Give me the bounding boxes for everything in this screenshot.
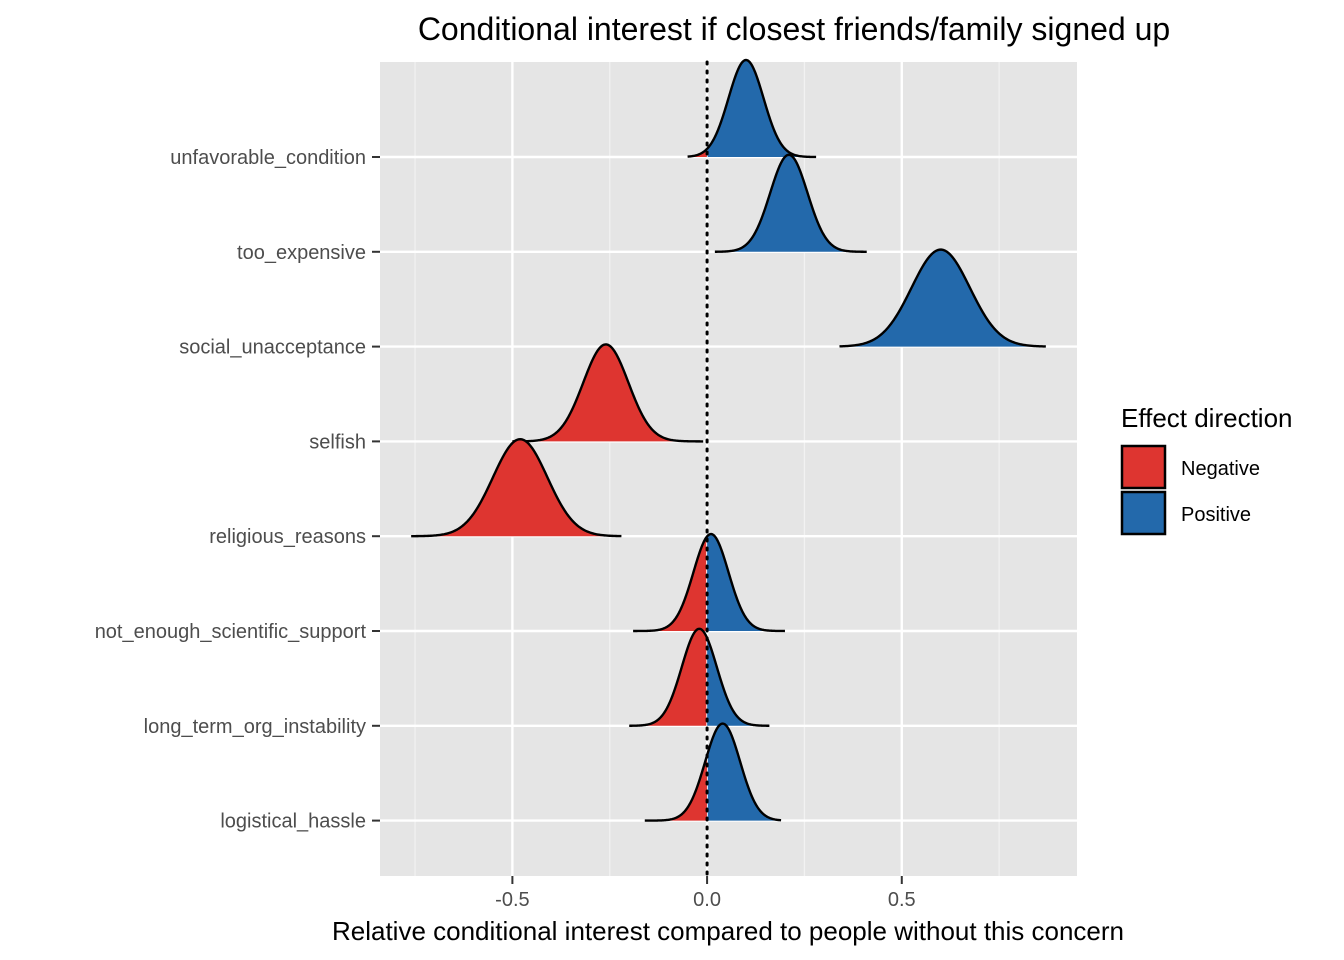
legend-label-positive: Positive [1181, 504, 1251, 526]
ridge-fill-positive-social_unacceptance [839, 249, 1045, 347]
y-tick-label: long_term_org_instability [144, 716, 366, 738]
chart-title: Conditional interest if closest friends/… [418, 11, 1170, 47]
ridge-outline-not_enough_scientific_support [632, 532, 786, 633]
ridge-outline-logistical_hassle [644, 722, 782, 822]
legend: Effect direction Negative Positive [1120, 403, 1293, 536]
ridge-outline-religious_reasons [411, 438, 622, 538]
ridge-outline-social_unacceptance [839, 248, 1046, 348]
y-tick-label: social_unacceptance [179, 337, 366, 359]
ridge-fill-positive-long_term_org_instability [707, 638, 770, 726]
x-tick-label: -0.5 [495, 889, 529, 911]
ridge-fill-negative-selfish [512, 344, 702, 442]
ridge-outline-too_expensive [714, 153, 867, 253]
y-tick-label: not_enough_scientific_support [95, 621, 367, 643]
x-tick-label: 0.5 [888, 889, 916, 911]
legend-swatch-positive [1120, 490, 1167, 536]
y-tick-label: unfavorable_condition [170, 147, 366, 169]
y-tick-label: selfish [309, 431, 366, 453]
ridge-fill-positive-too_expensive [714, 154, 867, 252]
ridge-fill-negative-unfavorable_condition [687, 148, 707, 157]
ridge-fill-positive-logistical_hassle [707, 723, 782, 821]
ridge-outline-unfavorable_condition [687, 58, 817, 159]
legend-title: Effect direction [1121, 403, 1293, 433]
x-tick-label: 0.0 [693, 889, 721, 911]
x-axis-title: Relative conditional interest compared t… [332, 916, 1124, 946]
ridge-fill-negative-not_enough_scientific_support [633, 537, 707, 631]
y-tick-label: too_expensive [237, 242, 366, 264]
ridge-fill-positive-unfavorable_condition [707, 60, 817, 158]
y-tick-label: logistical_hassle [220, 811, 366, 833]
ridge-outline-selfish [512, 343, 704, 443]
ridge-fill-negative-religious_reasons [411, 439, 621, 537]
y-tick-label: religious_reasons [209, 526, 366, 548]
ridge-fill-negative-logistical_hassle [644, 755, 707, 821]
ridge-fill-positive-not_enough_scientific_support [707, 534, 785, 631]
ridge-outline-long_term_org_instability [628, 627, 770, 727]
density-ridges [411, 58, 1046, 822]
y-axis: unfavorable_condition too_expensivesocial… [95, 147, 380, 833]
legend-swatch-negative [1120, 444, 1167, 490]
x-axis: -0.5 0.0 0.5 [495, 876, 916, 911]
legend-label-negative: Negative [1181, 458, 1260, 480]
